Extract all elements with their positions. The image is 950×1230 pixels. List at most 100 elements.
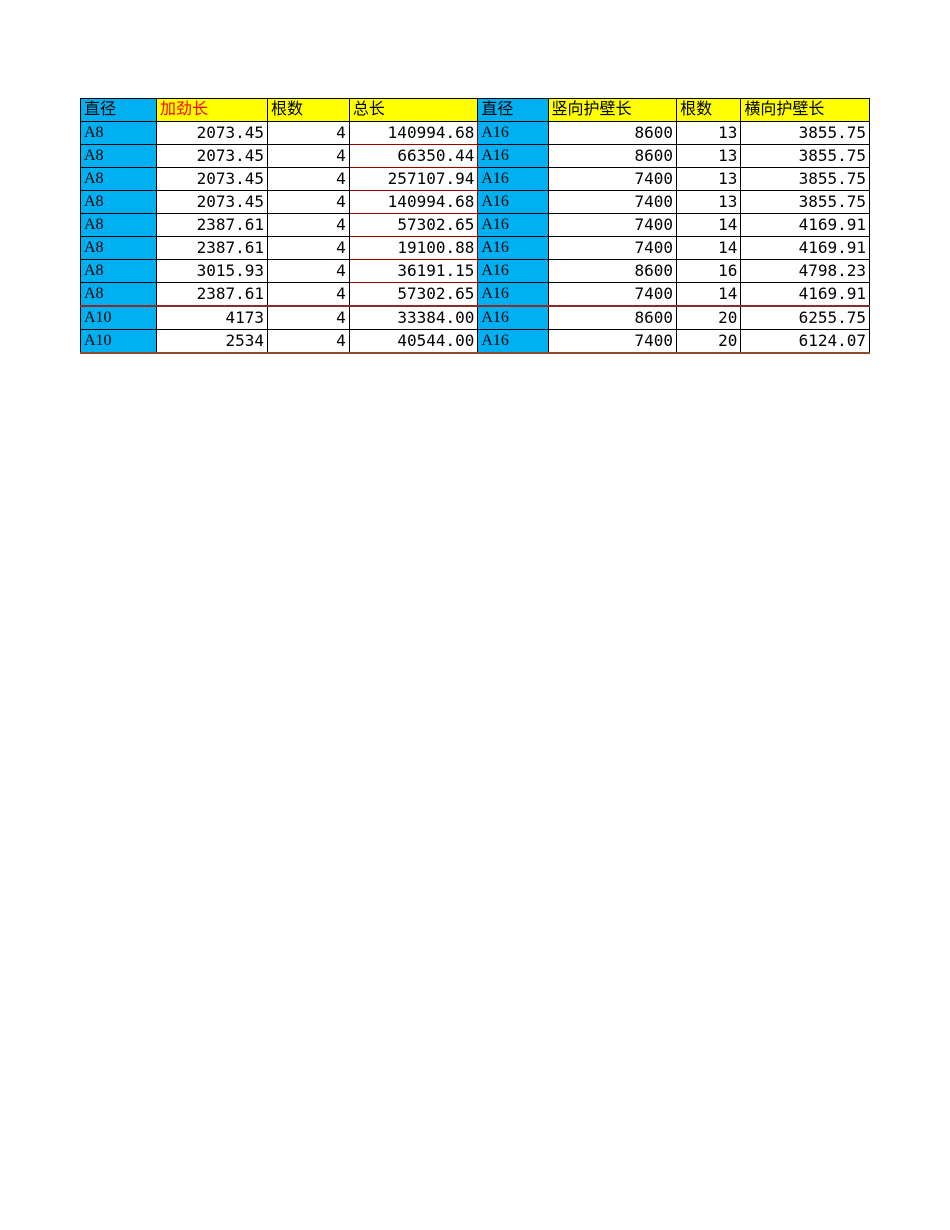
table-row: A82073.45466350.44A168600133855.75 (81, 145, 870, 168)
cell-diameter-1: A8 (81, 145, 157, 168)
cell-count-1: 4 (268, 306, 350, 330)
cell-total-len: 36191.15 (349, 260, 478, 283)
cell-total-len: 33384.00 (349, 306, 478, 330)
cell-total-len: 66350.44 (349, 145, 478, 168)
cell-diameter-1: A8 (81, 191, 157, 214)
table-row: A104173433384.00A168600206255.75 (81, 306, 870, 330)
header-total-len: 总长 (349, 99, 478, 122)
cell-stiffener-len: 2073.45 (156, 122, 267, 145)
cell-count-2: 13 (677, 191, 741, 214)
cell-horiz-wall: 6124.07 (741, 330, 870, 354)
cell-total-len: 19100.88 (349, 237, 478, 260)
cell-diameter-1: A8 (81, 260, 157, 283)
cell-stiffener-len: 2073.45 (156, 145, 267, 168)
cell-horiz-wall: 6255.75 (741, 306, 870, 330)
cell-vertical-wall: 7400 (548, 237, 677, 260)
header-diameter-2: 直径 (478, 99, 548, 122)
cell-total-len: 57302.65 (349, 283, 478, 307)
cell-total-len: 40544.00 (349, 330, 478, 354)
cell-count-1: 4 (268, 283, 350, 307)
cell-stiffener-len: 3015.93 (156, 260, 267, 283)
cell-diameter-2: A16 (478, 168, 548, 191)
header-vertical-wall: 竖向护壁长 (548, 99, 677, 122)
cell-horiz-wall: 3855.75 (741, 168, 870, 191)
cell-count-2: 13 (677, 122, 741, 145)
cell-vertical-wall: 8600 (548, 306, 677, 330)
cell-diameter-2: A16 (478, 214, 548, 237)
table-row: A82073.454257107.94A167400133855.75 (81, 168, 870, 191)
cell-stiffener-len: 2073.45 (156, 168, 267, 191)
cell-diameter-2: A16 (478, 330, 548, 354)
cell-diameter-1: A10 (81, 330, 157, 354)
cell-count-2: 14 (677, 237, 741, 260)
cell-count-1: 4 (268, 122, 350, 145)
table-row: A82387.61457302.65A167400144169.91 (81, 283, 870, 307)
cell-count-2: 20 (677, 306, 741, 330)
cell-count-1: 4 (268, 237, 350, 260)
cell-diameter-2: A16 (478, 237, 548, 260)
cell-count-1: 4 (268, 214, 350, 237)
spreadsheet-table-wrap: 直径 加劲长 根数 总长 直径 竖向护壁长 根数 横向护壁长 A82073.45… (0, 0, 950, 354)
cell-diameter-2: A16 (478, 122, 548, 145)
table-row: A82387.61457302.65A167400144169.91 (81, 214, 870, 237)
cell-vertical-wall: 7400 (548, 214, 677, 237)
cell-diameter-1: A8 (81, 283, 157, 307)
cell-count-2: 13 (677, 168, 741, 191)
cell-diameter-1: A10 (81, 306, 157, 330)
cell-diameter-2: A16 (478, 145, 548, 168)
data-table: 直径 加劲长 根数 总长 直径 竖向护壁长 根数 横向护壁长 A82073.45… (80, 98, 870, 354)
cell-vertical-wall: 7400 (548, 330, 677, 354)
cell-count-1: 4 (268, 145, 350, 168)
cell-count-2: 14 (677, 214, 741, 237)
cell-vertical-wall: 7400 (548, 168, 677, 191)
header-diameter-1: 直径 (81, 99, 157, 122)
cell-diameter-2: A16 (478, 260, 548, 283)
header-count-1: 根数 (268, 99, 350, 122)
cell-total-len: 140994.68 (349, 122, 478, 145)
cell-stiffener-len: 2387.61 (156, 283, 267, 307)
cell-stiffener-len: 2387.61 (156, 237, 267, 260)
cell-diameter-2: A16 (478, 306, 548, 330)
cell-stiffener-len: 4173 (156, 306, 267, 330)
header-horiz-wall: 横向护壁长 (741, 99, 870, 122)
cell-diameter-1: A8 (81, 214, 157, 237)
table-row: A102534440544.00A167400206124.07 (81, 330, 870, 354)
cell-stiffener-len: 2534 (156, 330, 267, 354)
table-row: A82073.454140994.68A168600133855.75 (81, 122, 870, 145)
cell-horiz-wall: 3855.75 (741, 122, 870, 145)
table-row: A82073.454140994.68A167400133855.75 (81, 191, 870, 214)
cell-count-1: 4 (268, 168, 350, 191)
cell-stiffener-len: 2073.45 (156, 191, 267, 214)
header-count-2: 根数 (677, 99, 741, 122)
cell-count-2: 13 (677, 145, 741, 168)
cell-diameter-1: A8 (81, 168, 157, 191)
cell-horiz-wall: 4169.91 (741, 283, 870, 307)
cell-diameter-1: A8 (81, 237, 157, 260)
table-row: A83015.93436191.15A168600164798.23 (81, 260, 870, 283)
cell-vertical-wall: 7400 (548, 283, 677, 307)
cell-horiz-wall: 4798.23 (741, 260, 870, 283)
cell-horiz-wall: 4169.91 (741, 237, 870, 260)
cell-horiz-wall: 3855.75 (741, 191, 870, 214)
cell-count-2: 20 (677, 330, 741, 354)
cell-vertical-wall: 8600 (548, 122, 677, 145)
table-row: A82387.61419100.88A167400144169.91 (81, 237, 870, 260)
cell-count-2: 14 (677, 283, 741, 307)
cell-vertical-wall: 8600 (548, 260, 677, 283)
cell-horiz-wall: 3855.75 (741, 145, 870, 168)
cell-count-1: 4 (268, 260, 350, 283)
cell-vertical-wall: 7400 (548, 191, 677, 214)
cell-stiffener-len: 2387.61 (156, 214, 267, 237)
cell-diameter-2: A16 (478, 191, 548, 214)
cell-horiz-wall: 4169.91 (741, 214, 870, 237)
table-body: A82073.454140994.68A168600133855.75A8207… (81, 122, 870, 354)
cell-total-len: 140994.68 (349, 191, 478, 214)
header-stiffener-len: 加劲长 (156, 99, 267, 122)
cell-total-len: 257107.94 (349, 168, 478, 191)
cell-total-len: 57302.65 (349, 214, 478, 237)
table-header: 直径 加劲长 根数 总长 直径 竖向护壁长 根数 横向护壁长 (81, 99, 870, 122)
cell-count-1: 4 (268, 191, 350, 214)
cell-count-2: 16 (677, 260, 741, 283)
cell-count-1: 4 (268, 330, 350, 354)
cell-diameter-1: A8 (81, 122, 157, 145)
